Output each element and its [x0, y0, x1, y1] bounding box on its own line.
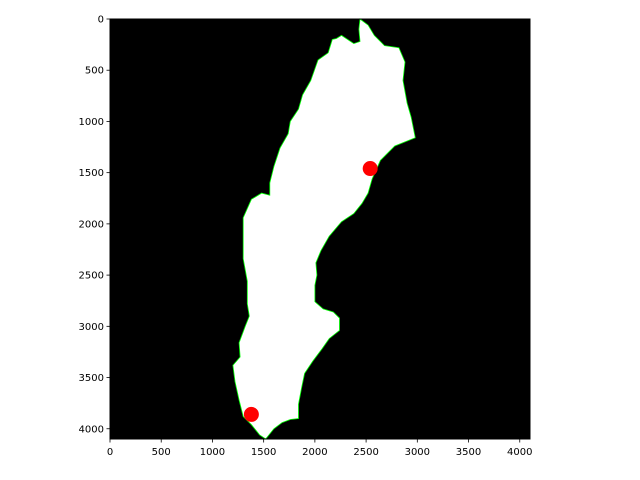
x-axis: 0 500 1000 1500 2000 2500 3000 3500 4000 [107, 439, 532, 458]
x-tick-label: 1500 [251, 447, 276, 458]
y-axis: 0 500 1000 1500 2000 2500 3000 3500 4000 [79, 15, 110, 435]
y-tick-label: 1500 [79, 168, 104, 179]
y-tick-label: 3000 [79, 322, 104, 333]
scatter-point [362, 161, 378, 177]
x-tick-label: 500 [152, 447, 171, 458]
x-tick-label: 3500 [456, 447, 481, 458]
x-tick-label: 4000 [507, 447, 532, 458]
y-tick-label: 3500 [79, 373, 104, 384]
y-tick-label: 2000 [79, 219, 104, 230]
y-tick-label: 4000 [79, 424, 104, 435]
x-tick-label: 3000 [405, 447, 430, 458]
x-tick-label: 1000 [200, 447, 225, 458]
y-tick-label: 2500 [79, 271, 104, 282]
y-tick-label: 1000 [79, 117, 104, 128]
y-tick-label: 500 [85, 66, 104, 77]
scatter-points [243, 161, 378, 422]
x-tick-label: 2500 [353, 447, 378, 458]
plot-frame [109, 18, 531, 440]
plot-area [110, 18, 530, 440]
y-tick-label: 0 [98, 15, 104, 26]
x-tick-label: 0 [107, 447, 113, 458]
x-tick-label: 2000 [302, 447, 327, 458]
scatter-point [243, 406, 259, 422]
mask-foreground-region [232, 18, 416, 440]
